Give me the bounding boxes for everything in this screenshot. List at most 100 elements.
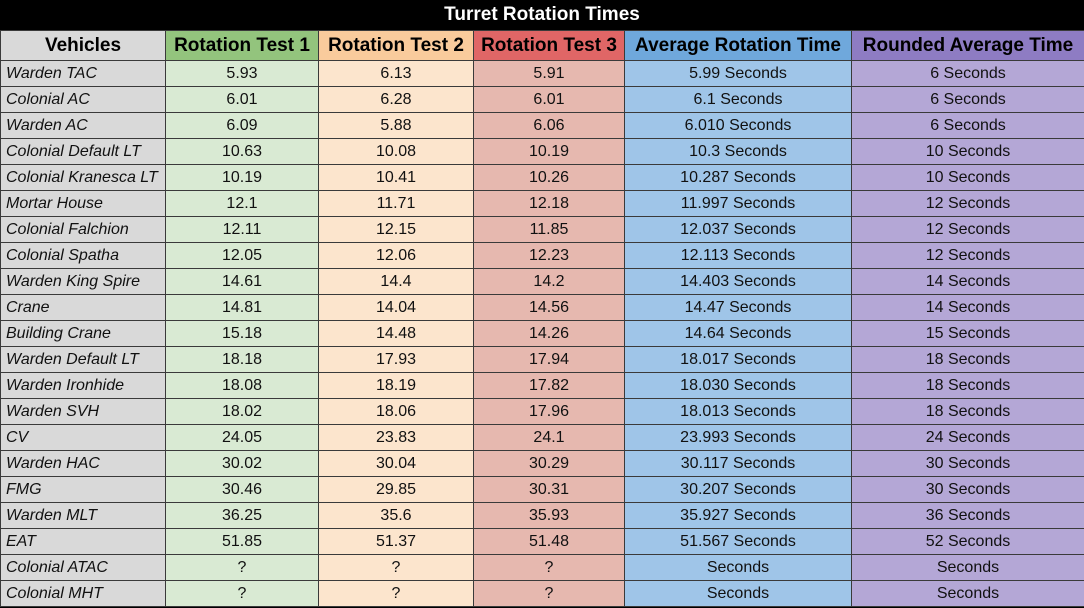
cell-average-rotation-time: 18.017 Seconds [624,346,852,373]
cell-vehicle: Building Crane [0,320,166,347]
cell-rounded-average-time: 30 Seconds [851,476,1084,503]
cell-rotation-test-3: 5.91 [473,60,625,87]
cell-rotation-test-3: 10.19 [473,138,625,165]
cell-rotation-test-2: 29.85 [318,476,474,503]
cell-average-rotation-time: 18.030 Seconds [624,372,852,399]
cell-rotation-test-2: 10.08 [318,138,474,165]
cell-rotation-test-3: 10.26 [473,164,625,191]
cell-average-rotation-time: 14.403 Seconds [624,268,852,295]
table-row: Colonial ATAC??? Seconds Seconds [0,554,1084,581]
cell-rotation-test-3: 14.56 [473,294,625,321]
cell-rounded-average-time: 6 Seconds [851,112,1084,139]
table-row: Crane 14.81 14.04 14.56 14.47 Seconds 14 Seco… [0,294,1084,321]
cell-average-rotation-time: 6.1 Seconds [624,86,852,113]
cell-rotation-test-1: 12.05 [165,242,319,269]
table-title: Turret Rotation Times [0,0,1084,30]
cell-average-rotation-time: 6.010 Seconds [624,112,852,139]
table-row: Warden MLT 36.25 35.6 35.93 35.927 Seconds 36… [0,502,1084,529]
rotation-times-table: Vehicles Rotation Test 1 Rotation Test 2 Ro… [0,30,1084,607]
cell-rotation-test-3: 14.26 [473,320,625,347]
table-row: Colonial Kranesca LT 10.19 10.41 10.26 10.28… [0,164,1084,191]
cell-vehicle: Colonial AC [0,86,166,113]
cell-rounded-average-time: 18 Seconds [851,398,1084,425]
cell-vehicle: Colonial Spatha [0,242,166,269]
cell-vehicle: Mortar House [0,190,166,217]
cell-vehicle: Warden King Spire [0,268,166,295]
cell-rotation-test-3: 11.85 [473,216,625,243]
cell-average-rotation-time: Seconds [624,580,852,607]
cell-average-rotation-time: 30.207 Seconds [624,476,852,503]
cell-rotation-test-2: 17.93 [318,346,474,373]
cell-rotation-test-3: 12.23 [473,242,625,269]
cell-rotation-test-1: ? [165,554,319,581]
column-header-rotation-test-3: Rotation Test 3 [473,30,625,61]
cell-average-rotation-time: 12.113 Seconds [624,242,852,269]
table-row: Colonial MHT??? Seconds Seconds [0,580,1084,607]
cell-rotation-test-2: 12.15 [318,216,474,243]
cell-rounded-average-time: 10 Seconds [851,164,1084,191]
cell-rotation-test-1: 30.46 [165,476,319,503]
cell-rounded-average-time: 30 Seconds [851,450,1084,477]
table-row: CV 24.05 23.83 24.1 23.993 Seconds 24 Seconds [0,424,1084,451]
cell-rotation-test-2: 14.48 [318,320,474,347]
cell-rotation-test-1: 18.08 [165,372,319,399]
cell-rotation-test-3: 30.31 [473,476,625,503]
cell-vehicle: Warden HAC [0,450,166,477]
cell-rounded-average-time: 18 Seconds [851,372,1084,399]
cell-rounded-average-time: Seconds [851,580,1084,607]
cell-rotation-test-1: ? [165,580,319,607]
table-row: EAT 51.85 51.37 51.48 51.567 Seconds 52 Secon… [0,528,1084,555]
cell-rotation-test-1: 12.11 [165,216,319,243]
cell-rotation-test-2: 6.13 [318,60,474,87]
cell-rotation-test-1: 18.02 [165,398,319,425]
table-row: Mortar House 12.1 11.71 12.18 11.997 Seconds… [0,190,1084,217]
cell-rotation-test-1: 10.63 [165,138,319,165]
cell-rotation-test-2: 14.04 [318,294,474,321]
table-row: Warden Default LT 18.18 17.93 17.94 18.017 S… [0,346,1084,373]
cell-rounded-average-time: 52 Seconds [851,528,1084,555]
cell-average-rotation-time: 11.997 Seconds [624,190,852,217]
cell-vehicle: Colonial Kranesca LT [0,164,166,191]
cell-rotation-test-3: 17.94 [473,346,625,373]
cell-rotation-test-3: 17.96 [473,398,625,425]
cell-rotation-test-3: 30.29 [473,450,625,477]
cell-rotation-test-1: 14.81 [165,294,319,321]
cell-rotation-test-2: 6.28 [318,86,474,113]
table-row: Warden TAC 5.93 6.13 5.91 5.99 Seconds 6 Seco… [0,60,1084,87]
table-row: FMG 30.46 29.85 30.31 30.207 Seconds 30 Secon… [0,476,1084,503]
cell-rounded-average-time: 10 Seconds [851,138,1084,165]
table-row: Warden SVH 18.02 18.06 17.96 18.013 Seconds 1… [0,398,1084,425]
cell-rounded-average-time: 24 Seconds [851,424,1084,451]
cell-rotation-test-2: 14.4 [318,268,474,295]
cell-average-rotation-time: 51.567 Seconds [624,528,852,555]
cell-rotation-test-1: 12.1 [165,190,319,217]
cell-rotation-test-2: 5.88 [318,112,474,139]
table-row: Colonial AC 6.01 6.28 6.01 6.1 Seconds 6 Seco… [0,86,1084,113]
cell-rotation-test-1: 51.85 [165,528,319,555]
cell-vehicle: Colonial Default LT [0,138,166,165]
cell-rotation-test-1: 18.18 [165,346,319,373]
cell-average-rotation-time: 30.117 Seconds [624,450,852,477]
column-header-rounded-average-time: Rounded Average Time [851,30,1084,61]
cell-rotation-test-2: 51.37 [318,528,474,555]
cell-rotation-test-2: 11.71 [318,190,474,217]
cell-rounded-average-time: 6 Seconds [851,60,1084,87]
cell-rotation-test-3: 6.01 [473,86,625,113]
cell-rounded-average-time: 18 Seconds [851,346,1084,373]
table-row: Colonial Falchion 12.11 12.15 11.85 12.037 S… [0,216,1084,243]
cell-average-rotation-time: 18.013 Seconds [624,398,852,425]
cell-rounded-average-time: 12 Seconds [851,216,1084,243]
cell-vehicle: Crane [0,294,166,321]
table-row: Warden HAC 30.02 30.04 30.29 30.117 Seconds 3… [0,450,1084,477]
cell-rotation-test-1: 5.93 [165,60,319,87]
table-row: Colonial Spatha 12.05 12.06 12.23 12.113 Sec… [0,242,1084,269]
cell-rotation-test-2: 10.41 [318,164,474,191]
cell-rotation-test-2: ? [318,554,474,581]
cell-rounded-average-time: Seconds [851,554,1084,581]
cell-rounded-average-time: 14 Seconds [851,294,1084,321]
cell-rotation-test-1: 15.18 [165,320,319,347]
cell-vehicle: Warden AC [0,112,166,139]
cell-rotation-test-2: 23.83 [318,424,474,451]
cell-average-rotation-time: 10.3 Seconds [624,138,852,165]
cell-rotation-test-1: 24.05 [165,424,319,451]
